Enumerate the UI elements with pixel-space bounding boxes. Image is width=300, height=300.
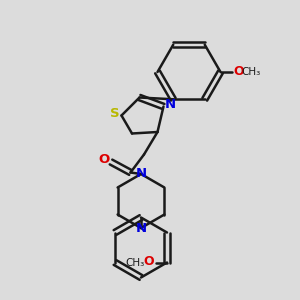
- Text: N: N: [136, 167, 147, 180]
- Text: N: N: [136, 222, 147, 236]
- Text: CH₃: CH₃: [126, 257, 145, 268]
- Text: CH₃: CH₃: [241, 67, 260, 77]
- Text: N: N: [164, 98, 176, 112]
- Text: S: S: [110, 106, 120, 120]
- Text: O: O: [99, 153, 110, 166]
- Text: O: O: [233, 65, 244, 78]
- Text: O: O: [144, 255, 154, 268]
